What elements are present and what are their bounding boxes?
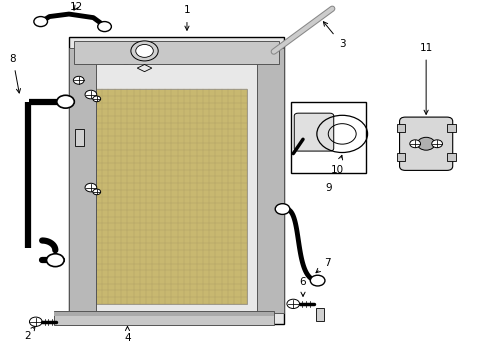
Circle shape — [57, 95, 74, 108]
Text: 6: 6 — [299, 278, 305, 296]
Circle shape — [310, 275, 325, 286]
Bar — [69, 48, 96, 313]
Circle shape — [136, 45, 153, 57]
Bar — [96, 89, 246, 304]
Circle shape — [416, 137, 434, 150]
Bar — [69, 37, 283, 324]
Circle shape — [34, 17, 47, 27]
Text: 8: 8 — [10, 54, 20, 93]
Text: 7: 7 — [315, 258, 330, 273]
Bar — [446, 124, 455, 132]
Circle shape — [85, 183, 97, 192]
Text: 3: 3 — [323, 22, 345, 49]
Text: 12: 12 — [69, 2, 83, 12]
Circle shape — [98, 22, 111, 32]
Text: 4: 4 — [124, 326, 130, 343]
Circle shape — [409, 140, 420, 148]
Circle shape — [93, 96, 101, 102]
Circle shape — [431, 140, 442, 148]
Bar — [256, 48, 283, 313]
Text: 1: 1 — [183, 5, 190, 30]
Text: 5: 5 — [122, 54, 135, 67]
Bar — [290, 102, 366, 173]
Circle shape — [46, 254, 64, 267]
Circle shape — [275, 204, 289, 215]
Text: 11: 11 — [419, 43, 432, 114]
FancyBboxPatch shape — [399, 117, 452, 170]
Circle shape — [85, 90, 97, 99]
FancyBboxPatch shape — [294, 113, 333, 151]
Circle shape — [131, 41, 158, 61]
Bar — [54, 311, 273, 325]
Circle shape — [93, 189, 101, 195]
Text: 2: 2 — [24, 326, 35, 341]
Text: 10: 10 — [330, 156, 343, 175]
Bar — [396, 153, 405, 161]
Bar — [316, 308, 324, 321]
Bar — [54, 312, 273, 316]
Text: 9: 9 — [325, 183, 331, 193]
Circle shape — [73, 76, 84, 84]
Bar — [446, 153, 455, 161]
Bar — [75, 129, 84, 146]
Bar — [396, 124, 405, 132]
Circle shape — [29, 317, 42, 327]
Circle shape — [286, 299, 299, 309]
Bar — [74, 41, 278, 64]
